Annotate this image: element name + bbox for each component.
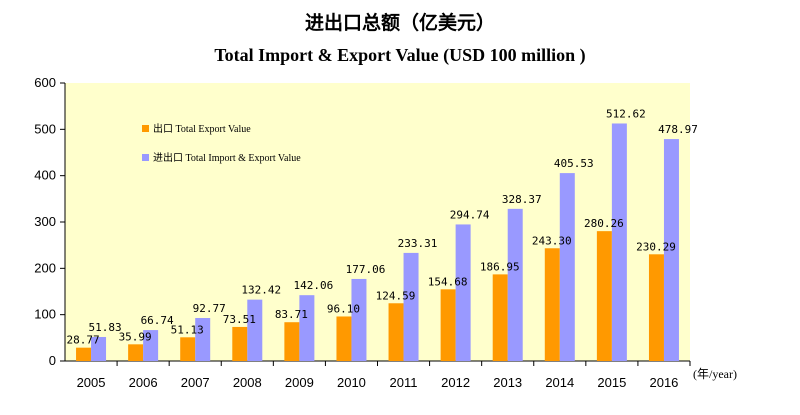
bar-total [507,208,523,361]
data-label-export: 51.13 [171,323,204,336]
bar-export [388,303,404,361]
bar-total [559,173,575,361]
bar-total [611,123,627,361]
x-tick-label: 2005 [77,375,106,390]
bar-export [180,337,196,361]
legend-label-total: 进出口 Total Import & Export Value [153,151,301,164]
data-label-total: 132.42 [241,284,281,297]
y-tick-label: 500 [34,121,56,136]
x-tick-label: 2009 [285,375,314,390]
bar-total [663,139,679,361]
data-label-total: 405.53 [554,157,594,170]
data-label-total: 92.77 [193,302,226,315]
data-label-total: 177.06 [346,263,386,276]
data-label-total: 142.06 [294,279,334,292]
data-label-export: 186.95 [480,260,520,273]
data-label-total: 328.37 [502,193,542,206]
y-tick-label: 200 [34,260,56,275]
bar-export [596,231,612,361]
data-label-export: 96.10 [327,302,360,315]
y-tick-label: 300 [34,214,56,229]
bar-total [143,330,159,361]
data-label-export: 35.99 [119,330,152,343]
legend-label-export: 出口 Total Export Value [153,122,251,135]
data-label-export: 154.68 [428,275,468,288]
data-label-export: 280.26 [584,217,624,230]
data-label-export: 243.30 [532,234,572,247]
data-label-total: 233.31 [398,237,438,250]
bar-total [195,318,211,361]
bar-export [128,344,144,361]
x-tick-label: 2012 [441,375,470,390]
data-label-export: 124.59 [376,289,416,302]
chart-subtitle: Total Import & Export Value (USD 100 mil… [214,45,586,65]
bar-export [336,316,352,361]
x-axis-label: (年/year) [693,367,737,381]
y-tick-label: 600 [34,75,56,90]
bar-total [403,252,419,361]
data-label-export: 83.71 [275,308,308,321]
x-tick-label: 2006 [129,375,158,390]
bar-total [247,299,263,361]
legend-swatch-export [142,125,149,132]
data-label-export: 230.29 [636,240,676,253]
bar-total [351,278,367,361]
bar-total [91,336,107,361]
x-tick-label: 2014 [545,375,574,390]
y-tick-label: 100 [34,307,56,322]
data-label-total: 66.74 [141,314,174,327]
bar-export [648,254,664,361]
bar-export [492,274,508,361]
x-tick-label: 2010 [337,375,366,390]
bar-export [440,289,456,361]
bar-export [284,322,300,361]
data-label-total: 512.62 [606,107,646,120]
x-tick-label: 2008 [233,375,262,390]
chart-title: 进出口总额（亿美元） [304,12,495,34]
x-tick-label: 2013 [493,375,522,390]
data-label-total: 478.97 [658,123,698,136]
plot-area [65,83,690,361]
x-tick-label: 2011 [390,375,418,390]
legend-swatch-total [142,154,149,161]
bar-export [76,347,92,361]
data-label-export: 73.51 [223,313,256,326]
bar-export [232,326,248,361]
y-tick-label: 400 [34,168,56,183]
data-label-export: 28.77 [66,334,99,347]
y-tick-label: 0 [49,353,56,368]
bar-export [544,248,560,361]
data-label-total: 51.83 [88,321,121,334]
x-tick-label: 2015 [597,375,626,390]
x-tick-label: 2007 [181,375,210,390]
data-label-total: 294.74 [450,208,490,221]
bar-total [455,224,471,361]
x-tick-label: 2016 [649,375,678,390]
bar-total [299,295,315,361]
